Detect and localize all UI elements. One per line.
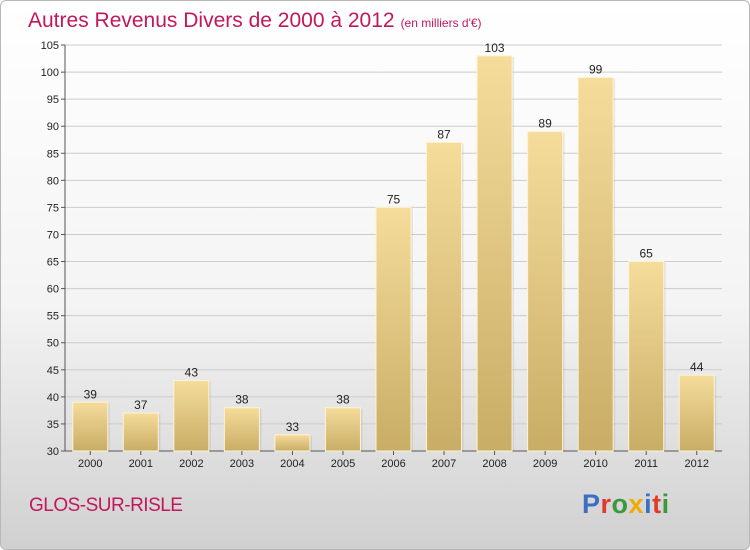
x-tick-label: 2008 bbox=[482, 458, 506, 470]
bar-value-label: 37 bbox=[134, 398, 148, 412]
town-name: GLOS-SUR-RISLE bbox=[29, 495, 183, 516]
y-tick-label: 105 bbox=[41, 40, 59, 52]
bar bbox=[223, 407, 260, 452]
x-tick-label: 2002 bbox=[179, 458, 203, 470]
bar-value-label: 89 bbox=[538, 117, 552, 131]
bar-value-label: 43 bbox=[185, 366, 199, 380]
bar-value-label: 33 bbox=[286, 420, 300, 434]
y-tick-label: 35 bbox=[47, 419, 59, 431]
y-tick-label: 85 bbox=[47, 148, 59, 160]
bar bbox=[72, 401, 109, 452]
x-tick-label: 2012 bbox=[684, 458, 708, 470]
logo-letter: t bbox=[652, 489, 662, 519]
bar bbox=[476, 55, 513, 452]
bar bbox=[527, 131, 564, 452]
x-tick-label: 2006 bbox=[381, 458, 405, 470]
x-tick-label: 2005 bbox=[331, 458, 355, 470]
bar-value-label: 44 bbox=[690, 360, 704, 374]
chart-title: Autres Revenus Divers de 2000 à 2012 (en … bbox=[28, 9, 482, 33]
y-tick-label: 90 bbox=[47, 121, 59, 133]
y-tick-label: 30 bbox=[47, 446, 59, 458]
y-tick-label: 50 bbox=[47, 338, 59, 350]
y-tick-label: 45 bbox=[47, 365, 59, 377]
x-tick-label: 2003 bbox=[230, 458, 254, 470]
x-tick-label: 2011 bbox=[634, 458, 658, 470]
bar bbox=[628, 261, 665, 452]
proxiti-logo[interactable]: Proxiti bbox=[582, 489, 670, 520]
x-tick-label: 2007 bbox=[432, 458, 456, 470]
bar-value-label: 87 bbox=[437, 127, 451, 141]
y-tick-label: 80 bbox=[47, 175, 59, 187]
bar-value-label: 39 bbox=[84, 387, 98, 401]
chart-title-text: Autres Revenus Divers de 2000 à 2012 bbox=[28, 9, 395, 32]
chart-subtitle: (en milliers d'€) bbox=[400, 16, 482, 30]
logo-letter: i bbox=[644, 489, 653, 519]
y-tick-label: 70 bbox=[47, 229, 59, 241]
bar bbox=[324, 407, 361, 452]
x-tick-label: 2000 bbox=[78, 458, 102, 470]
y-tick-label: 60 bbox=[47, 284, 59, 296]
bar bbox=[678, 374, 715, 452]
bar-value-label: 75 bbox=[387, 192, 401, 206]
x-tick-label: 2001 bbox=[129, 458, 153, 470]
logo-letter: P bbox=[582, 489, 601, 519]
x-tick-label: 2010 bbox=[583, 458, 607, 470]
x-tick-label: 2009 bbox=[533, 458, 557, 470]
bar bbox=[274, 434, 311, 452]
y-tick-label: 40 bbox=[47, 392, 59, 404]
logo-letter: x bbox=[628, 489, 645, 519]
logo-letter: o bbox=[611, 489, 629, 519]
bar bbox=[426, 141, 463, 452]
bar-value-label: 38 bbox=[336, 393, 350, 407]
y-tick-label: 100 bbox=[41, 67, 59, 79]
y-tick-label: 95 bbox=[47, 94, 59, 106]
y-tick-label: 65 bbox=[47, 257, 59, 269]
y-tick-label: 75 bbox=[47, 202, 59, 214]
bar-value-label: 99 bbox=[589, 62, 603, 76]
bar bbox=[122, 412, 159, 452]
bar-value-label: 103 bbox=[485, 41, 505, 55]
bar-value-label: 38 bbox=[235, 393, 249, 407]
logo-letter: r bbox=[600, 489, 612, 519]
bar bbox=[375, 206, 412, 452]
bar bbox=[173, 380, 210, 452]
x-tick-label: 2004 bbox=[280, 458, 304, 470]
bar-value-label: 65 bbox=[640, 247, 654, 261]
bar bbox=[577, 76, 614, 452]
y-tick-label: 55 bbox=[47, 311, 59, 323]
logo-letter: i bbox=[661, 489, 670, 519]
